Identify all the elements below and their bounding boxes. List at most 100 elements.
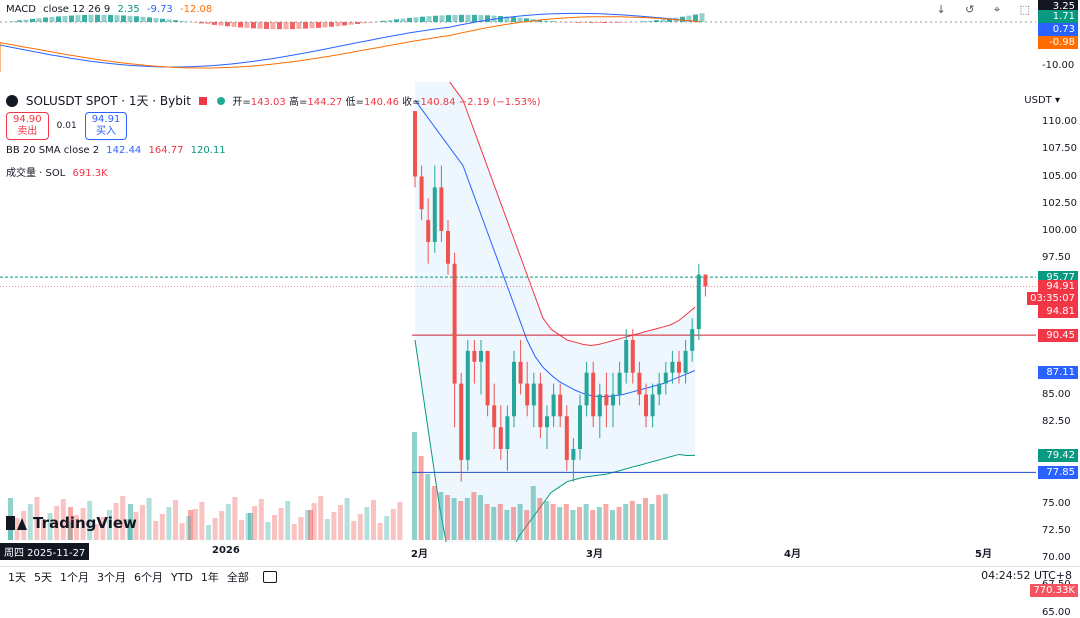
volume-bar	[358, 514, 363, 540]
macd-histogram-bar	[414, 17, 419, 22]
macd-histogram-bar	[63, 16, 68, 22]
volume-bar	[590, 510, 595, 540]
change-value: −2.19 (−1.53%)	[459, 97, 541, 108]
undo-icon[interactable]: ↺	[965, 3, 974, 16]
volume-bar	[140, 505, 145, 540]
fullscreen-icon[interactable]: ⬚	[1020, 3, 1030, 16]
macd-histogram-bar	[11, 21, 16, 22]
macd-legend[interactable]: MACD close 12 26 9 2.35 -9.73 -12.08	[6, 4, 216, 15]
macd-badge: 1.71	[1038, 10, 1078, 23]
price-axis-label: 75.00	[1042, 498, 1071, 509]
volume-bar	[338, 505, 343, 540]
candle	[433, 187, 437, 242]
timeframe-button[interactable]: 3个月	[97, 571, 126, 584]
timeframe-button[interactable]: 1年	[201, 571, 219, 584]
ohlc-values: 开=143.03 高=144.27 低=140.46 收=140.84 −2.1…	[232, 97, 540, 108]
calendar-icon[interactable]	[263, 571, 277, 583]
candle	[604, 395, 608, 406]
bb-basis-value: 142.44	[106, 145, 141, 156]
volume-bar	[617, 507, 622, 540]
volume-value: 691.3K	[73, 168, 108, 179]
volume-bar	[524, 510, 529, 540]
macd-histogram-bar	[641, 21, 646, 22]
volume-bar	[597, 507, 602, 540]
volume-bar	[364, 507, 369, 540]
buy-button[interactable]: 94.91 买入	[85, 112, 128, 140]
timeframe-bar: 1天 5天 1个月 3个月 6个月 YTD 1年全部	[0, 566, 1080, 587]
timeframe-button[interactable]: 1个月	[60, 571, 89, 584]
timeframe-button[interactable]: YTD	[171, 571, 193, 584]
macd-histogram-bar	[30, 19, 35, 22]
volume-bar	[491, 507, 496, 540]
bb-legend[interactable]: BB 20 SMA close 2 142.44 164.77 120.11	[6, 145, 226, 156]
candle	[466, 351, 470, 460]
macd-histogram-bar	[648, 21, 653, 22]
symbol-header[interactable]: SOLUSDT SPOT · 1天 · Bybit 开=143.03 高=144…	[6, 92, 540, 109]
volume-bar	[219, 511, 224, 540]
volume-bar	[153, 521, 158, 540]
macd-histogram-bar	[199, 22, 204, 23]
bb-upper-value: 164.77	[148, 145, 183, 156]
price-axis-label: 107.50	[1042, 143, 1077, 154]
sell-label: 卖出	[13, 126, 42, 138]
macd-histogram-bar	[277, 22, 282, 29]
timeframe-button[interactable]: 6个月	[134, 571, 163, 584]
candle	[690, 329, 694, 351]
candle	[545, 416, 549, 427]
price-axis-label: 82.50	[1042, 416, 1071, 427]
timeframe-button[interactable]: 全部	[227, 571, 249, 584]
download-icon[interactable]: ↓	[936, 3, 945, 16]
pin-icon[interactable]: ⌖	[994, 3, 1000, 16]
currency-selector[interactable]: USDT ▾	[1024, 95, 1060, 106]
volume-bar	[432, 486, 437, 540]
macd-histogram-bar	[128, 16, 133, 22]
price-badge: 87.11	[1038, 366, 1078, 379]
macd-histogram-bar	[258, 22, 263, 29]
macd-axis-label: -10.00	[1042, 60, 1074, 71]
macd-histogram-bar	[511, 17, 516, 22]
price-axis-label: 72.50	[1042, 525, 1071, 536]
macd-histogram-bar	[154, 18, 159, 22]
sell-button[interactable]: 94.90 卖出	[6, 112, 49, 140]
flag-icon[interactable]	[199, 97, 207, 105]
macd-histogram-bar	[622, 22, 627, 23]
candle	[598, 395, 602, 417]
candle	[426, 220, 430, 242]
macd-histogram-bar	[329, 22, 334, 27]
volume-bar	[285, 501, 290, 540]
volume-label: 成交量 · SOL	[6, 168, 65, 179]
macd-histogram-bar	[82, 15, 87, 22]
macd-histogram-bar	[147, 17, 152, 22]
volume-bar	[630, 501, 635, 540]
macd-histogram-bar	[297, 22, 302, 29]
candle	[670, 362, 674, 373]
macd-histogram-bar	[95, 15, 100, 22]
price-badge: 03:35:07	[1027, 292, 1078, 305]
clock[interactable]: 04:24:52 UTC+8	[981, 569, 1072, 582]
macd-histogram-bar	[206, 22, 211, 24]
macd-histogram-bar	[440, 15, 445, 22]
symbol-name[interactable]: SOLUSDT SPOT · 1天 · Bybit	[26, 94, 191, 108]
candle	[611, 395, 615, 406]
price-axis-label: 102.50	[1042, 198, 1077, 209]
volume-bar	[272, 515, 277, 540]
macd-histogram-bar	[459, 15, 464, 22]
volume-bar	[643, 498, 648, 540]
volume-bar	[186, 516, 191, 540]
macd-histogram-bar	[238, 22, 243, 27]
volume-bar	[465, 498, 470, 540]
time-axis-label: 5月	[975, 545, 992, 560]
volume-bar	[246, 513, 251, 540]
volume-bar	[298, 517, 303, 540]
timeframe-button[interactable]: 5天	[34, 571, 52, 584]
volume-bar	[345, 498, 350, 540]
price-axis-label: 70.00	[1042, 552, 1071, 563]
volume-legend[interactable]: 成交量 · SOL 691.3K	[6, 164, 108, 179]
volume-bar	[312, 503, 317, 540]
volume-bar	[213, 518, 218, 540]
macd-histogram-bar	[609, 22, 614, 23]
macd-histogram-bar	[225, 22, 230, 26]
candle	[631, 340, 635, 373]
price-axis-label: 110.00	[1042, 116, 1077, 127]
timeframe-button[interactable]: 1天	[8, 571, 26, 584]
